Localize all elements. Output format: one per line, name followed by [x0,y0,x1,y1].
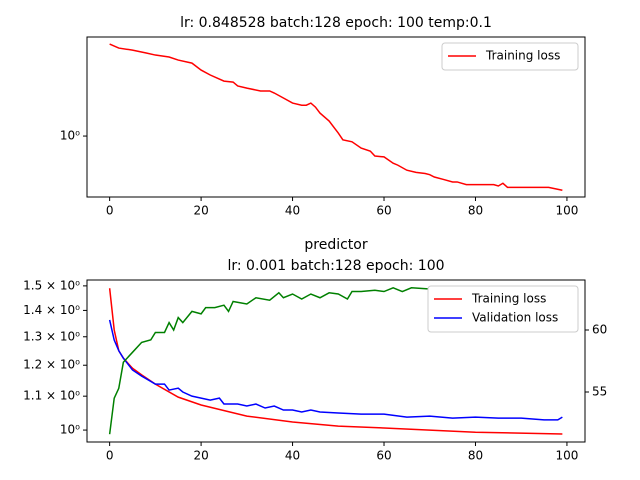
y-tick-label: 1.4 × 10⁰ [23,303,80,317]
plot-frame [86,36,586,198]
x-tick-label: 40 [285,204,300,218]
x-tick-label: 100 [555,449,578,463]
series-line [108,287,563,435]
x-tick-label: 60 [376,449,391,463]
x-tick-label: 0 [106,449,114,463]
legend: Training loss Validation loss [427,285,579,333]
x-tick-label: 100 [555,204,578,218]
chart-title: predictor [304,237,367,253]
y-tick-label: 10⁰ [60,423,80,437]
x-tick-label: 80 [468,449,483,463]
x-tick-label: 20 [193,204,208,218]
series-line [108,319,563,421]
y-tick-label: 1.1 × 10⁰ [23,389,80,403]
y2-tick-label: 60 [592,322,607,336]
y-tick-label: 1.3 × 10⁰ [23,329,80,343]
legend-label: Training loss [485,49,560,63]
chart-subtitle: lr: 0.001 batch:128 epoch: 100 [227,258,444,274]
legend-box [427,285,579,333]
legend-label: Validation loss [472,311,558,325]
x-tick-label: 60 [376,204,391,218]
y-tick-label: 1.5 × 10⁰ [23,278,80,292]
plot-frame [86,279,586,443]
legend-label: Training loss [471,292,546,306]
y2-tick-label: 55 [592,385,607,399]
series-line [109,43,563,191]
x-tick-label: 80 [468,204,483,218]
x-tick-label: 0 [106,204,114,218]
x-tick-label: 20 [193,449,208,463]
y-tick-label: 10⁰ [60,129,80,143]
legend-box [441,42,579,71]
legend: Training loss [441,42,579,71]
chart-title: lr: 0.848528 batch:128 epoch: 100 temp:0… [180,15,492,31]
x-tick-label: 40 [285,449,300,463]
y-tick-label: 1.2 × 10⁰ [23,358,80,372]
